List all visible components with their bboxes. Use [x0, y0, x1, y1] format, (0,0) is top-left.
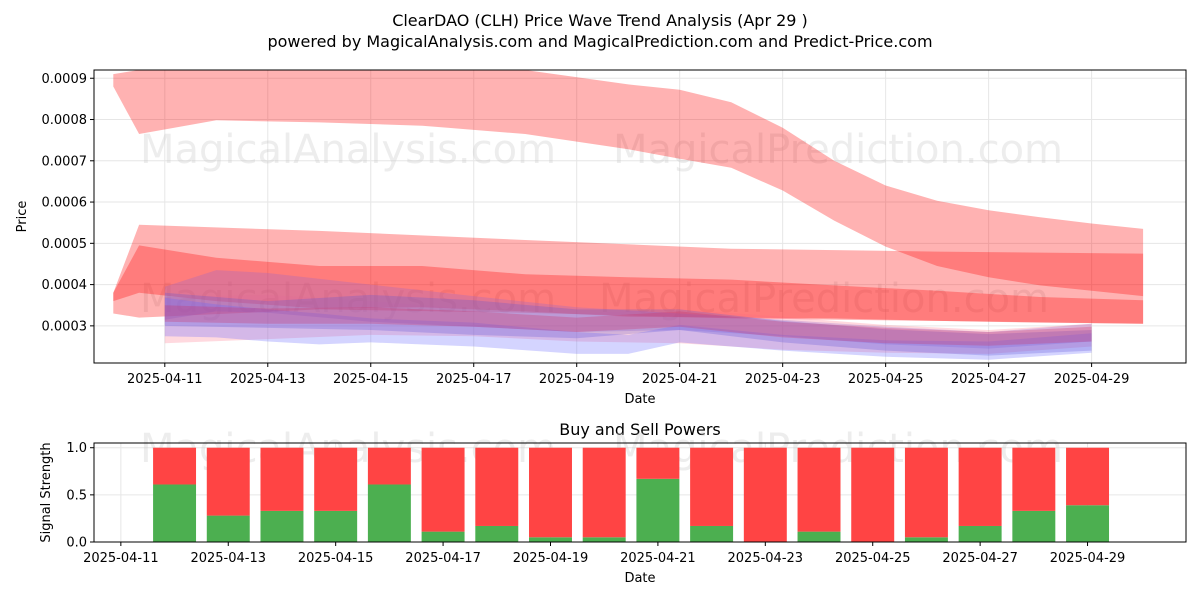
- price-panel: MagicalAnalysis.com MagicalPrediction.co…: [15, 69, 1187, 407]
- sell-bar: [904, 447, 948, 538]
- sell-bar: [475, 447, 519, 526]
- power-x-tick-label: 2025-04-25: [835, 551, 911, 566]
- price-band-7: [164, 305, 1092, 346]
- price-y-tick-label: 0.0003: [42, 319, 88, 334]
- price-y-tick-label: 0.0005: [42, 237, 88, 252]
- watermark-analysis-2: MagicalAnalysis.com: [140, 276, 556, 322]
- buy-bar: [797, 531, 841, 542]
- power-x-tick-label: 2025-04-15: [298, 551, 374, 566]
- power-bars: [153, 447, 1110, 542]
- price-band-6: [164, 297, 1092, 360]
- power-y-tick-label: 0.5: [66, 488, 87, 503]
- power-x-tick-label: 2025-04-13: [190, 551, 266, 566]
- sell-bar: [367, 447, 411, 485]
- buy-bar: [260, 510, 304, 542]
- price-x-tick-label: 2025-04-17: [436, 372, 512, 387]
- price-y-tick-label: 0.0008: [42, 113, 88, 128]
- buy-bar: [636, 478, 680, 542]
- buy-bar: [958, 525, 1002, 542]
- power-x-tick-label: 2025-04-21: [620, 551, 696, 566]
- power-x-axis-label: Date: [624, 571, 655, 586]
- price-x-tick-label: 2025-04-19: [539, 372, 615, 387]
- buy-bar: [1066, 505, 1110, 542]
- price-x-ticks: 2025-04-11 2025-04-13 2025-04-15 2025-04-17…: [127, 363, 1129, 387]
- chart-title: ClearDAO (CLH) Price Wave Trend Analysis…: [392, 11, 808, 30]
- power-x-ticks: 2025-04-11 2025-04-13 2025-04-15 2025-04-17…: [83, 542, 1125, 566]
- watermark-analysis: MagicalAnalysis.com: [140, 127, 556, 173]
- price-grid: [94, 70, 1186, 363]
- sell-bar: [582, 447, 626, 538]
- power-panel: Buy and Sell Powers MagicalAnalysis.com …: [39, 420, 1187, 586]
- watermark-prediction-2: MagicalPrediction.com: [599, 276, 1049, 322]
- price-watermarks: MagicalAnalysis.com MagicalPrediction.co…: [140, 127, 1063, 322]
- buy-bar: [367, 484, 411, 542]
- price-y-axis-label: Price: [15, 201, 30, 233]
- price-y-tick-label: 0.0006: [42, 196, 88, 211]
- price-band-4: [164, 270, 1092, 349]
- price-plot-frame: [93, 69, 1187, 364]
- price-x-tick-label: 2025-04-27: [951, 372, 1027, 387]
- buy-bar: [153, 484, 197, 542]
- power-x-tick-label: 2025-04-29: [1050, 551, 1126, 566]
- sell-bar: [153, 447, 197, 485]
- price-x-tick-label: 2025-04-25: [848, 372, 924, 387]
- buy-bar: [690, 525, 734, 542]
- buy-bar: [529, 537, 572, 542]
- power-y-tick-label: 0.0: [66, 536, 87, 551]
- buy-bar: [582, 537, 626, 542]
- buy-bar: [314, 510, 358, 542]
- sell-bar: [421, 447, 465, 532]
- power-y-ticks: 0.0 0.5 1.0: [66, 441, 94, 551]
- buy-bar: [421, 531, 465, 542]
- watermark-prediction: MagicalPrediction.com: [613, 127, 1063, 173]
- price-x-tick-label: 2025-04-29: [1054, 372, 1130, 387]
- price-y-tick-label: 0.0009: [42, 72, 88, 87]
- power-chart-title: Buy and Sell Powers: [559, 420, 721, 439]
- buy-bar: [475, 525, 519, 542]
- sell-bar: [690, 447, 734, 526]
- price-x-tick-label: 2025-04-23: [745, 372, 821, 387]
- chart-subtitle: powered by MagicalAnalysis.com and Magic…: [267, 32, 932, 51]
- power-x-tick-label: 2025-04-19: [513, 551, 589, 566]
- power-y-axis-label: Signal Strength: [39, 442, 54, 542]
- power-x-tick-label: 2025-04-27: [942, 551, 1018, 566]
- price-band-1: [113, 224, 1144, 324]
- buy-bar: [206, 515, 250, 542]
- power-x-tick-label: 2025-04-11: [83, 551, 159, 566]
- price-x-tick-label: 2025-04-15: [333, 372, 409, 387]
- sell-bar: [1012, 447, 1056, 511]
- price-band-3: [164, 294, 1092, 354]
- power-plot-frame: [93, 442, 1187, 543]
- sell-bar: [529, 447, 572, 538]
- power-y-tick-label: 1.0: [66, 441, 87, 456]
- price-x-tick-label: 2025-04-13: [230, 372, 306, 387]
- sell-bar: [743, 447, 787, 542]
- sell-bar: [797, 447, 841, 532]
- buy-bar: [1012, 510, 1056, 542]
- price-band-0: [113, 70, 1144, 297]
- sell-bar: [958, 447, 1002, 526]
- buy-bar: [904, 537, 948, 542]
- sell-bar: [314, 447, 358, 511]
- sell-bar: [1066, 447, 1110, 506]
- sell-bar: [260, 447, 304, 511]
- sell-bar: [206, 447, 250, 516]
- sell-bar: [636, 447, 680, 479]
- price-y-tick-label: 0.0004: [42, 278, 88, 293]
- price-band-5: [164, 292, 1092, 356]
- price-x-tick-label: 2025-04-21: [642, 372, 718, 387]
- power-x-tick-label: 2025-04-17: [405, 551, 481, 566]
- price-x-tick-label: 2025-04-11: [127, 372, 203, 387]
- price-bands: [113, 70, 1144, 360]
- price-band-2: [113, 245, 1144, 324]
- price-x-axis-label: Date: [624, 392, 655, 407]
- power-x-tick-label: 2025-04-23: [728, 551, 804, 566]
- sell-bar: [851, 447, 895, 542]
- price-y-ticks: 0.0003 0.0004 0.0005 0.0006 0.0007 0.0008 0.00…: [42, 72, 94, 334]
- price-y-tick-label: 0.0007: [42, 154, 88, 169]
